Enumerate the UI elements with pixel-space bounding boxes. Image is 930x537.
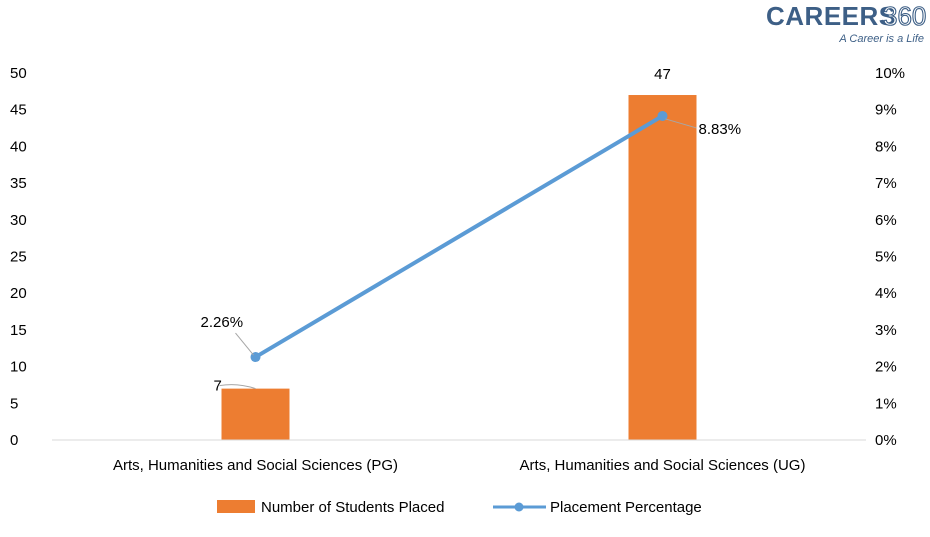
right-axis-tick: 3% — [875, 322, 897, 339]
category-label: Arts, Humanities and Social Sciences (PG… — [113, 457, 398, 474]
bar-value-label: 7 — [214, 378, 222, 395]
left-axis-tick: 5 — [10, 395, 18, 412]
line-label-leader — [235, 332, 254, 356]
right-axis-tick: 4% — [875, 285, 897, 302]
left-axis-tick: 40 — [10, 138, 27, 155]
bar-series — [221, 95, 697, 441]
left-axis-tick: 10 — [10, 359, 27, 376]
left-axis-tick: 45 — [10, 102, 27, 119]
left-axis-tick: 35 — [10, 175, 27, 192]
category-label: Arts, Humanities and Social Sciences (UG… — [520, 457, 806, 474]
right-axis-tick: 8% — [875, 138, 897, 155]
legend-line-label: Placement Percentage — [550, 499, 702, 516]
legend-bar-label: Number of Students Placed — [261, 499, 444, 516]
logo-tagline: A Career is a Life — [838, 33, 924, 45]
logo-brand: CAREERS — [766, 1, 897, 31]
careers360-logo: CAREERS 360 A Career is a Life — [766, 0, 927, 45]
bar — [628, 95, 697, 441]
left-axis-tick: 50 — [10, 65, 27, 82]
logo-number: 360 — [883, 1, 926, 31]
left-axis-ticks: 0 5 10 15 20 25 30 35 40 45 50 — [10, 65, 27, 449]
right-axis-tick: 10% — [875, 65, 905, 82]
right-axis-tick: 0% — [875, 432, 897, 449]
right-axis-tick: 7% — [875, 175, 897, 192]
data-labels: 7 47 2.26% 8.83% — [201, 66, 742, 395]
left-axis-tick: 20 — [10, 285, 27, 302]
line-series — [250, 110, 668, 363]
series-line — [253, 113, 665, 360]
left-axis-tick: 0 — [10, 432, 18, 449]
legend: Number of Students Placed Placement Perc… — [217, 499, 702, 516]
right-axis-tick: 5% — [875, 249, 897, 266]
line-value-label: 2.26% — [201, 314, 244, 331]
category-labels: Arts, Humanities and Social Sciences (PG… — [113, 457, 806, 474]
right-axis-tick: 2% — [875, 359, 897, 376]
bar-label-leader — [219, 384, 256, 390]
right-axis-ticks: 0% 1% 2% 3% 4% 5% 6% 7% 8% 9% 10% — [875, 65, 905, 449]
line-value-label: 8.83% — [699, 121, 742, 138]
bar — [221, 388, 290, 440]
legend-line-marker — [514, 502, 524, 512]
left-axis-tick: 25 — [10, 249, 27, 266]
legend-bar-swatch — [217, 500, 255, 513]
left-axis-tick: 15 — [10, 322, 27, 339]
left-axis-tick: 30 — [10, 212, 27, 229]
right-axis-tick: 9% — [875, 102, 897, 119]
line-point — [657, 110, 668, 121]
bar-value-label: 47 — [654, 66, 671, 83]
line-label-leader — [665, 118, 697, 129]
right-axis-tick: 6% — [875, 212, 897, 229]
right-axis-tick: 1% — [875, 395, 897, 412]
